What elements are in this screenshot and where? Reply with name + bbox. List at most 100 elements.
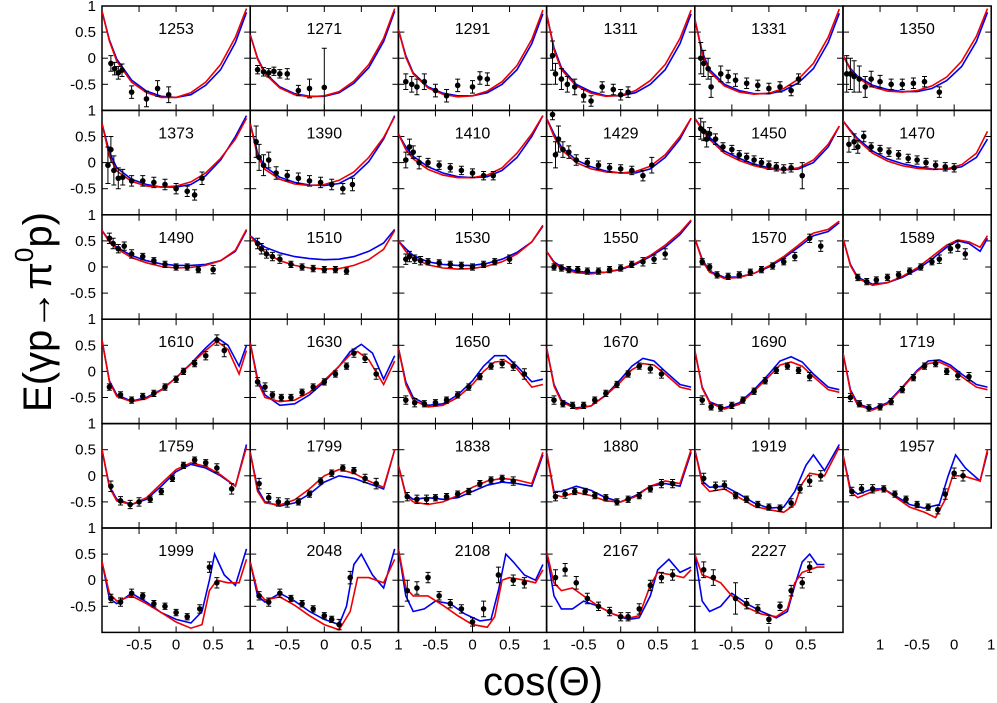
data-point xyxy=(574,266,581,273)
model-curve-red xyxy=(546,219,692,275)
data-point xyxy=(328,616,335,623)
data-point xyxy=(552,71,559,77)
data-point xyxy=(184,264,191,270)
data-point xyxy=(649,162,655,169)
data-point xyxy=(847,394,854,401)
data-point xyxy=(651,256,657,262)
panel: 1550 xyxy=(545,214,696,320)
model-curve-red xyxy=(102,446,248,506)
panel-plot-area xyxy=(694,350,840,412)
y-tick-label: 0 xyxy=(88,155,96,172)
data-point xyxy=(506,256,513,262)
data-point xyxy=(491,258,498,265)
data-point xyxy=(263,251,270,257)
data-point xyxy=(640,258,646,265)
x-tick-label: 1 xyxy=(542,636,550,653)
data-point xyxy=(465,384,472,390)
data-point xyxy=(942,163,949,170)
data-point xyxy=(277,590,283,597)
x-tick-label: -0.5 xyxy=(719,636,745,653)
data-point xyxy=(119,174,126,181)
data-point xyxy=(773,163,780,170)
data-point xyxy=(725,273,731,280)
panel: 1311 xyxy=(545,5,696,112)
data-point xyxy=(373,371,379,377)
data-point xyxy=(228,486,235,492)
data-point xyxy=(863,278,870,285)
data-point xyxy=(262,384,268,390)
data-point xyxy=(310,606,316,612)
panel-plot-area xyxy=(250,115,396,195)
data-point xyxy=(566,266,572,273)
data-point xyxy=(343,268,350,274)
data-point xyxy=(669,572,676,578)
data-point xyxy=(846,141,852,148)
data-point xyxy=(962,251,969,257)
data-point xyxy=(788,87,794,94)
data-point xyxy=(151,390,157,397)
y-axis-title: E(γp→π0p) xyxy=(9,212,60,412)
bottom-x-tick-labels: 1 -0.5 0 0.5 xyxy=(246,636,372,653)
data-point xyxy=(862,84,869,90)
panel: 2048 xyxy=(249,527,400,634)
data-point xyxy=(743,80,750,87)
data-point xyxy=(321,612,328,619)
data-point xyxy=(888,398,894,405)
data-point xyxy=(884,274,891,281)
model-curve-blue xyxy=(843,120,989,171)
panel: 1530 xyxy=(397,214,548,320)
data-point xyxy=(856,400,863,407)
data-point xyxy=(214,580,220,586)
data-point xyxy=(562,566,568,573)
data-point xyxy=(404,493,411,500)
data-point xyxy=(869,486,876,492)
data-point xyxy=(299,264,305,270)
data-point xyxy=(617,613,624,620)
data-point xyxy=(943,368,950,375)
y-tick-label: 1 xyxy=(88,0,96,15)
data-point xyxy=(421,400,428,407)
x-tick-label: 0 xyxy=(617,636,625,653)
x-tick-label: -0.5 xyxy=(571,636,597,653)
model-curve-red xyxy=(398,9,544,98)
panel: 1331 xyxy=(694,5,844,112)
data-point xyxy=(288,394,294,401)
data-point xyxy=(564,81,571,88)
data-point xyxy=(595,268,602,274)
data-point xyxy=(436,593,442,599)
x-tick-label: 1 xyxy=(246,636,254,653)
data-point xyxy=(880,486,887,492)
x-tick-label: 0 xyxy=(950,636,958,653)
data-point xyxy=(469,170,476,176)
data-point xyxy=(766,162,772,169)
panel-energy-label: 2227 xyxy=(751,543,787,560)
bottom-x-tick-labels: 1-0.500.51 xyxy=(876,636,995,653)
panel: 1670 xyxy=(545,318,696,425)
data-point xyxy=(254,66,261,73)
data-point xyxy=(351,350,357,356)
data-point xyxy=(777,84,783,90)
panel-energy-label: 1650 xyxy=(455,334,491,351)
data-point xyxy=(465,488,472,495)
model-curve-blue xyxy=(398,225,544,267)
data-point xyxy=(115,175,122,182)
data-point xyxy=(762,377,768,384)
model-curve-red xyxy=(102,229,248,269)
panel-plot-area xyxy=(398,9,544,103)
data-point xyxy=(284,172,291,179)
y-tick-label: 0 xyxy=(88,50,96,67)
data-point xyxy=(151,600,157,607)
panel-energy-label: 1589 xyxy=(899,230,935,247)
panel-plot-area xyxy=(694,552,825,625)
x-tick-label: -0.5 xyxy=(904,636,930,653)
data-point xyxy=(480,261,487,268)
panel: 1880 xyxy=(545,422,696,529)
data-point xyxy=(788,500,794,506)
panel-energy-label: 1390 xyxy=(307,125,343,142)
data-point xyxy=(799,172,806,179)
data-point xyxy=(910,80,917,87)
data-point xyxy=(454,491,461,497)
panels-layer: 1253 1 0.5 0 -0.5 1271 1291 1311 1331 1350 1373 1 0.… xyxy=(70,0,995,653)
panel-plot-area xyxy=(694,8,841,98)
data-point xyxy=(625,496,631,503)
